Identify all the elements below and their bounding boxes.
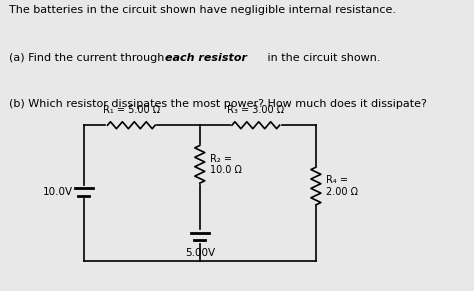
Text: R₁ = 5.00 Ω: R₁ = 5.00 Ω: [103, 105, 160, 115]
Text: R₄ =
2.00 Ω: R₄ = 2.00 Ω: [326, 175, 358, 197]
Text: The batteries in the circuit shown have negligible internal resistance.: The batteries in the circuit shown have …: [9, 5, 396, 15]
Text: (b) Which resistor dissipates the most power? How much does it dissipate?: (b) Which resistor dissipates the most p…: [9, 99, 427, 109]
Text: each resistor: each resistor: [164, 53, 246, 63]
Text: R₂ =
10.0 Ω: R₂ = 10.0 Ω: [210, 154, 242, 175]
Text: in the circuit shown.: in the circuit shown.: [264, 53, 381, 63]
Text: 10.0V: 10.0V: [43, 187, 73, 197]
Text: (a) Find the current through: (a) Find the current through: [9, 53, 168, 63]
Text: R₃ = 3.00 Ω: R₃ = 3.00 Ω: [227, 105, 284, 115]
Text: 5.00V: 5.00V: [185, 248, 215, 258]
